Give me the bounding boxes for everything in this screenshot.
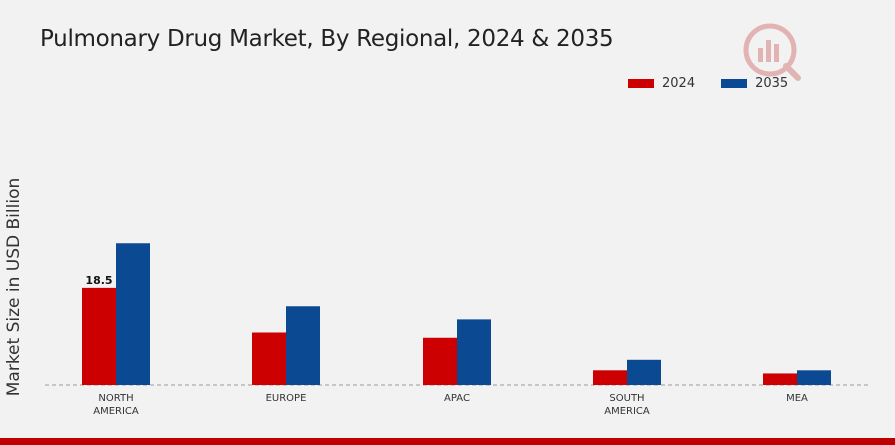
bar-2035-4 xyxy=(797,370,831,385)
bar-2024-1 xyxy=(252,332,286,385)
legend-label-2035: 2035 xyxy=(755,76,789,91)
bar-2024-2 xyxy=(423,337,457,385)
x-tick-label-2-0: APAC xyxy=(444,393,470,404)
x-tick-label-0-1: AMERICA xyxy=(93,406,139,417)
chart-title: Pulmonary Drug Market, By Regional, 2024… xyxy=(40,26,614,52)
bar-2024-4 xyxy=(763,373,797,385)
x-tick-label-0-0: NORTH xyxy=(98,393,133,404)
legend: 2024 2035 xyxy=(628,76,814,91)
legend-swatch-2035 xyxy=(721,79,748,88)
bar-2035-1 xyxy=(286,306,320,385)
bar-2035-3 xyxy=(627,359,661,385)
legend-item-2024: 2024 xyxy=(628,76,695,91)
data-label-0: 18.5 xyxy=(85,274,112,287)
bar-2024-0 xyxy=(82,287,116,385)
x-tick-label-1-0: EUROPE xyxy=(266,393,307,404)
bottom-accent-bar xyxy=(0,438,895,445)
brand-logo-icon xyxy=(743,23,801,81)
x-tick-label-4-0: MEA xyxy=(786,393,808,404)
legend-swatch-2024 xyxy=(628,79,654,88)
legend-item-2035: 2035 xyxy=(721,76,788,91)
x-tick-label-3-1: AMERICA xyxy=(604,406,650,417)
bar-2024-3 xyxy=(593,370,627,385)
bar-2035-2 xyxy=(457,319,491,385)
bar-2035-0 xyxy=(116,243,150,385)
x-tick-label-3-0: SOUTH xyxy=(609,393,644,404)
legend-label-2024: 2024 xyxy=(662,76,696,91)
